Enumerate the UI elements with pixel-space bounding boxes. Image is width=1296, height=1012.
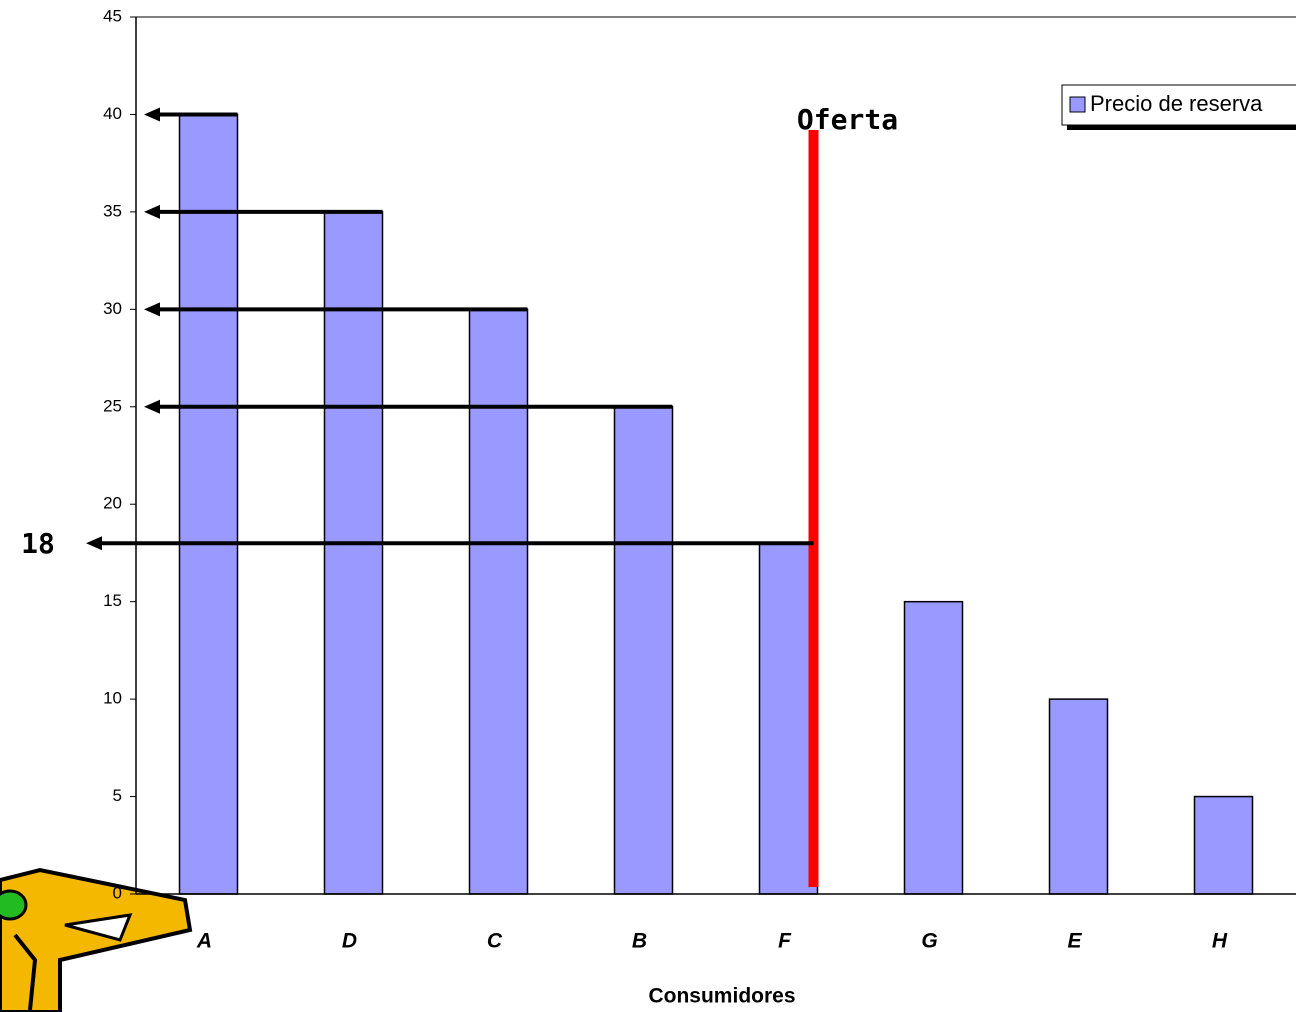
x-tick-label: C xyxy=(487,930,503,953)
bar xyxy=(178,113,239,895)
x-axis-title: Consumidores xyxy=(648,985,795,1008)
price-arrow-head xyxy=(144,302,160,317)
legend xyxy=(1061,84,1296,126)
price-arrow-head xyxy=(144,107,160,122)
y-tick-label: 40 xyxy=(103,104,122,123)
offer-label: Oferta xyxy=(797,103,898,136)
x-tick-label: G xyxy=(921,930,937,953)
x-tick-label: H xyxy=(1212,930,1228,953)
x-tick-label: D xyxy=(342,930,357,953)
y-tick-label: 0 xyxy=(113,883,122,902)
x-tick-label: F xyxy=(778,930,792,953)
y-tick-label: 35 xyxy=(103,201,122,220)
y-tick-label: 15 xyxy=(103,591,122,610)
bar xyxy=(903,600,964,895)
bar xyxy=(613,406,674,895)
legend-swatch xyxy=(1069,96,1086,113)
pencil-clipart xyxy=(0,867,193,1012)
x-tick-label: E xyxy=(1067,930,1082,953)
price-arrow-head xyxy=(144,204,160,219)
legend-label: Precio de reserva xyxy=(1090,91,1263,116)
price-label: 18 xyxy=(21,527,55,560)
x-tick-label: B xyxy=(632,930,647,953)
bar xyxy=(1193,795,1254,895)
price-line-head xyxy=(86,536,102,551)
y-tick-label: 25 xyxy=(103,396,122,415)
price-arrow-head xyxy=(144,399,160,414)
bar xyxy=(468,308,529,895)
bar xyxy=(323,211,384,895)
bar xyxy=(1048,698,1109,895)
y-tick-label: 10 xyxy=(103,689,122,708)
y-tick-label: 45 xyxy=(103,6,122,25)
y-tick-label: 20 xyxy=(103,494,122,513)
bar xyxy=(758,542,819,895)
y-tick-label: 30 xyxy=(103,299,122,318)
y-tick-label: 5 xyxy=(113,786,122,805)
x-tick-label: A xyxy=(196,930,212,953)
